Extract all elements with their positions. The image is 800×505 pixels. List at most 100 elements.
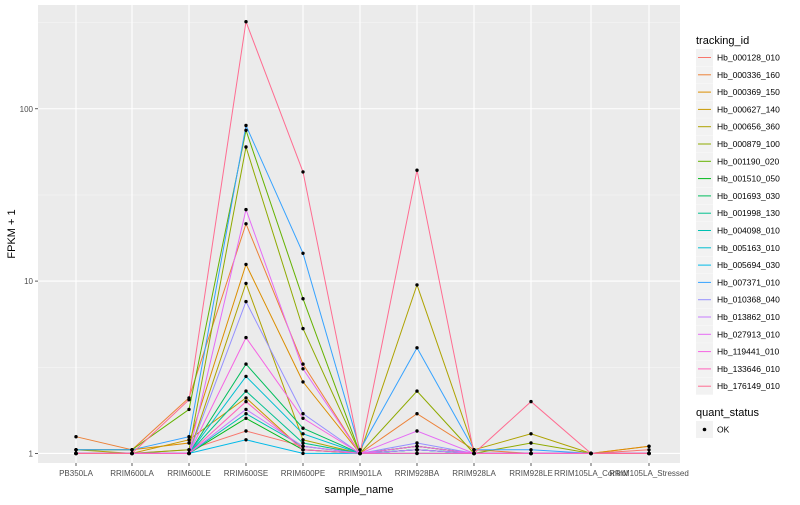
legend-title: tracking_id [696, 35, 749, 47]
data-point [244, 389, 248, 393]
legend-label: Hb_004098_010 [717, 226, 780, 236]
data-point [647, 451, 651, 456]
y-tick-label: 1 [29, 449, 34, 458]
data-point [244, 207, 248, 212]
x-tick-label: RRIM600LE [167, 469, 211, 478]
legend-label: Hb_001998_130 [717, 208, 780, 218]
series-points [74, 20, 651, 456]
data-point [130, 448, 134, 452]
x-tick-label: RRIM105LA_Stressed [609, 469, 689, 478]
x-tick-label: RRIM928BA [395, 469, 440, 478]
x-tick-label: RRIM105LA_Control [554, 469, 628, 478]
data-point [244, 374, 248, 379]
legend-label: Hb_013862_010 [717, 312, 780, 322]
data-point [244, 407, 248, 412]
data-point [301, 170, 305, 174]
axes: 1 10 100 PB350LA RRIM600LA RRIM600LE RRIM600SE… [20, 105, 689, 478]
data-point [301, 380, 305, 384]
secondary-legend-title: quant_status [696, 407, 759, 419]
data-point [415, 283, 419, 287]
data-point [301, 441, 305, 445]
data-point [415, 168, 419, 172]
data-point [244, 396, 248, 400]
x-tick-label: RRIM600SE [224, 469, 268, 478]
data-point [301, 432, 305, 436]
x-tick-label: RRIM928LA [452, 469, 496, 478]
data-point [187, 438, 191, 442]
legend-label: Hb_000369_150 [717, 87, 780, 97]
y-tick-label: 10 [24, 277, 33, 286]
data-point [301, 426, 305, 430]
legend-label: Hb_007371_010 [717, 277, 780, 287]
data-point [187, 435, 191, 439]
data-point [358, 451, 362, 456]
data-point [301, 362, 305, 366]
data-point [244, 222, 248, 226]
data-point [301, 412, 305, 416]
x-tick-label: RRIM928LE [509, 469, 553, 478]
data-point [244, 299, 248, 304]
x-tick-label: RRIM901LA [338, 469, 382, 478]
data-point [130, 451, 134, 456]
data-point [415, 429, 419, 433]
grid-lines [38, 5, 680, 463]
legend-label: Hb_133646_010 [717, 364, 780, 374]
data-point [415, 346, 419, 350]
data-point [244, 20, 248, 24]
data-point [187, 441, 191, 445]
y-axis-title: FPKM + 1 [6, 209, 18, 258]
data-point [472, 451, 476, 456]
legend-label: Hb_176149_010 [717, 381, 780, 391]
data-point [244, 412, 248, 416]
data-point [244, 262, 248, 267]
secondary-legend-point [702, 427, 707, 432]
data-point [244, 281, 248, 286]
data-point [244, 335, 248, 340]
data-point [301, 451, 305, 456]
data-point [74, 435, 78, 439]
data-point [244, 438, 248, 442]
x-tick-label: PB350LA [59, 469, 93, 478]
data-point [187, 398, 191, 402]
data-point [244, 429, 248, 433]
data-point [647, 448, 651, 452]
data-point [589, 451, 593, 456]
legend-label: Hb_010368_040 [717, 295, 780, 305]
legend-label: Hb_000656_360 [717, 122, 780, 132]
legend-label: Hb_001693_030 [717, 191, 780, 201]
x-tick-label: RRIM600LA [110, 469, 154, 478]
data-point [301, 251, 305, 255]
data-point [244, 362, 248, 366]
data-point [472, 448, 476, 452]
x-axis-title: sample_name [324, 484, 393, 496]
data-point [187, 448, 191, 452]
data-point [74, 448, 78, 452]
data-point [415, 389, 419, 393]
secondary-legend-label: OK [717, 425, 730, 435]
legend-label: Hb_119441_010 [717, 347, 780, 357]
data-point [244, 416, 248, 420]
data-point [301, 367, 305, 371]
x-tick-label: RRIM600PE [281, 469, 325, 478]
data-point [415, 451, 419, 456]
data-point [529, 451, 533, 456]
data-point [187, 451, 191, 456]
data-point [301, 444, 305, 448]
data-point [301, 416, 305, 420]
data-point [244, 399, 248, 404]
legend-label: Hb_000128_010 [717, 53, 780, 63]
data-point [529, 399, 533, 404]
legend-label: Hb_001190_020 [717, 156, 780, 166]
data-point [244, 123, 248, 128]
data-point [529, 432, 533, 436]
legend-label: Hb_000627_140 [717, 104, 780, 114]
legend-label: Hb_001510_050 [717, 174, 780, 184]
legend-label: Hb_000336_160 [717, 70, 780, 80]
legend-label: Hb_027913_010 [717, 329, 780, 339]
data-point [301, 297, 305, 301]
data-point [415, 444, 419, 448]
data-point [358, 448, 362, 452]
legend-label: Hb_005163_010 [717, 243, 780, 253]
